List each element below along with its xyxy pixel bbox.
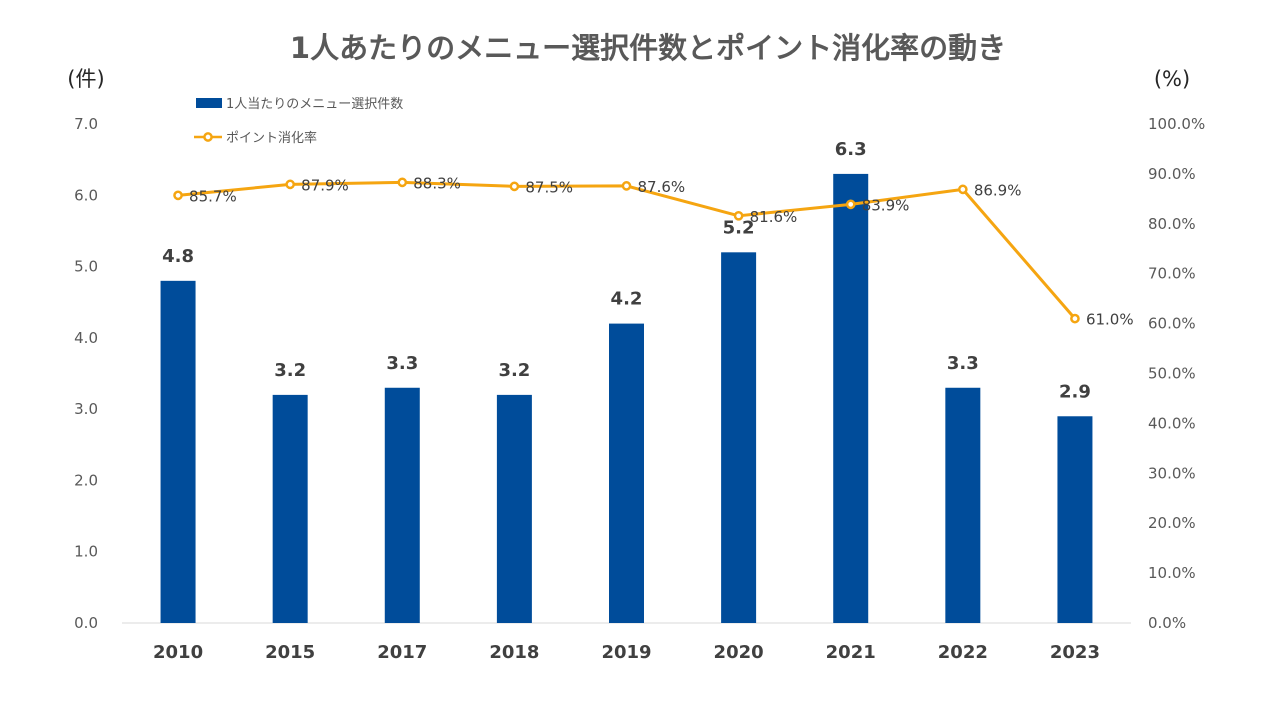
rate-data-label: 86.9%: [974, 181, 1022, 199]
rate-data-label: 61.0%: [1086, 311, 1134, 329]
rate-point: [621, 181, 632, 191]
bar: [272, 394, 308, 623]
right-axis-unit: (%): [1154, 67, 1190, 91]
left-axis-tick: 0.0: [74, 614, 98, 632]
left-axis-tick: 4.0: [74, 329, 98, 347]
bar-data-label: 3.2: [498, 360, 530, 381]
right-axis-tick: 10.0%: [1148, 564, 1196, 582]
bar: [609, 323, 644, 623]
bar: [384, 387, 420, 623]
rate-point: [285, 179, 296, 190]
x-axis-tick: 2019: [601, 642, 651, 663]
legend-bar-label: 1人当たりのメニュー選択件数: [226, 97, 403, 112]
bar-data-label: 4.2: [611, 289, 643, 310]
left-axis-tick: 1.0: [74, 543, 98, 561]
rate-point: [1070, 313, 1080, 324]
right-axis-tick: 100.0%: [1148, 115, 1205, 133]
right-axis-tick: 50.0%: [1148, 365, 1196, 383]
right-axis-tick: 20.0%: [1148, 514, 1196, 532]
bar-data-label: 4.8: [162, 246, 194, 267]
bar-data-label: 3.2: [274, 360, 306, 381]
right-axis-tick: 60.0%: [1148, 315, 1196, 333]
bar: [496, 394, 532, 623]
rate-point: [845, 199, 856, 210]
chart-title: 1人あたりのメニュー選択件数とポイント消化率の動き: [290, 31, 1006, 65]
bar-data-label: 5.2: [723, 217, 755, 238]
rate-point: [957, 184, 968, 195]
left-axis-tick: 3.0: [74, 400, 98, 418]
rate-data-label: 87.6%: [638, 178, 686, 196]
legend: 1人当たりのメニュー選択件数 ポイント消化率: [194, 97, 403, 146]
legend-bar-swatch: [196, 98, 222, 108]
rate-data-label: 87.9%: [301, 176, 349, 194]
right-axis-tick: 30.0%: [1148, 464, 1196, 482]
bar-data-label: 6.3: [835, 139, 867, 160]
x-axis-tick: 2023: [1050, 642, 1100, 663]
right-axis-tick: 80.0%: [1148, 215, 1196, 233]
x-axis-tick: 2010: [153, 642, 203, 663]
x-axis-tick: 2021: [826, 642, 876, 663]
left-axis-unit: (件): [67, 67, 104, 91]
rate-data-label: 88.3%: [413, 174, 461, 192]
x-axis-tick: 2015: [265, 642, 315, 663]
legend-line-label: ポイント消化率: [226, 130, 317, 146]
bar-data-label: 3.3: [386, 353, 418, 374]
rate-data-label: 81.6%: [750, 208, 798, 226]
bar: [160, 280, 196, 623]
x-axis-tick: 2018: [489, 642, 539, 663]
rate-point: [397, 177, 408, 188]
left-axis-tick: 6.0: [74, 186, 98, 204]
x-axis-tick: 2020: [714, 642, 764, 663]
bar-data-label: 3.3: [947, 353, 979, 374]
bar: [833, 173, 869, 623]
left-axis-tick: 5.0: [74, 258, 98, 276]
right-axis-tick: 0.0%: [1148, 614, 1186, 632]
right-axis-tick: 90.0%: [1148, 165, 1196, 183]
rate-point: [733, 210, 744, 221]
rate-data-label: 83.9%: [862, 196, 910, 214]
x-axis-tick: 2017: [377, 642, 427, 663]
x-axis-tick: 2022: [938, 642, 988, 663]
left-axis-tick: 7.0: [74, 115, 98, 133]
bar: [1057, 416, 1093, 623]
legend-line-marker: [203, 132, 213, 142]
bar: [945, 387, 981, 623]
bar: [721, 252, 757, 624]
rate-point: [509, 181, 520, 192]
rate-point: [173, 190, 183, 201]
legend-item-bars: 1人当たりのメニュー選択件数: [196, 97, 403, 112]
rate-data-label: 87.5%: [525, 178, 573, 196]
left-axis-tick: 2.0: [74, 471, 98, 489]
right-axis-tick: 40.0%: [1148, 414, 1196, 432]
legend-item-line: ポイント消化率: [194, 130, 317, 146]
right-axis-tick: 70.0%: [1148, 265, 1196, 283]
bar-data-label: 2.9: [1059, 381, 1091, 402]
rate-data-label: 85.7%: [189, 187, 237, 205]
plot-area: 0.0 1.0 2.0 3.0 4.0 5.0 6.0 7.0 0.0% 10.0% 20.0% 30…: [74, 115, 1205, 663]
